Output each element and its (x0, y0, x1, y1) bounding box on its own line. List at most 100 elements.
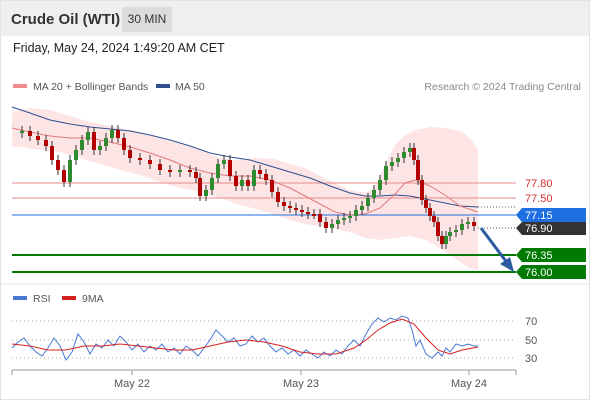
candle-body (348, 216, 352, 218)
pivot-tag (516, 208, 586, 222)
last-price-tag (516, 222, 586, 235)
candle-body (454, 230, 458, 232)
level-label-76-90: 76.90 (525, 223, 553, 235)
candle-body (246, 180, 250, 186)
ma20-legend-swatch (13, 84, 27, 88)
candle-body (408, 148, 412, 152)
candle-body (20, 131, 24, 133)
candle-body (116, 130, 120, 138)
candle-body (288, 206, 292, 208)
x-label-may22: May 22 (114, 378, 150, 390)
candle-body (36, 136, 40, 140)
candle-body (74, 150, 78, 160)
instrument-title: Crude Oil (WTI) (11, 11, 121, 28)
candle-body (128, 150, 132, 158)
candle-body (312, 214, 316, 216)
candle-body (270, 180, 274, 192)
rsi-ma-legend-swatch (62, 296, 76, 300)
candle-body (300, 210, 304, 212)
candle-body (466, 222, 470, 224)
candle-body (258, 170, 262, 174)
x-label-may24: May 24 (451, 378, 487, 390)
candle-body (412, 148, 416, 160)
candle-body (416, 160, 420, 180)
bollinger-band (12, 108, 478, 270)
candle-body (148, 160, 152, 164)
candle-body (28, 131, 32, 136)
candle-body (86, 132, 90, 140)
forecast-arrow-line (479, 227, 510, 265)
rsi-line (11, 315, 478, 361)
rsi-legend-label: RSI (33, 293, 51, 305)
candle-body (432, 216, 436, 222)
ma20-legend-label: MA 20 + Bollinger Bands (33, 81, 148, 93)
support-tag-2 (516, 265, 586, 279)
rsi-label-30: 30 (525, 353, 537, 365)
candle-body (384, 166, 388, 180)
candle-body (460, 224, 464, 230)
candle-body (366, 198, 370, 206)
candle-body (92, 132, 96, 150)
level-label-76-00: 76.00 (525, 267, 553, 279)
candle-body (436, 222, 440, 236)
candle-body (420, 180, 424, 200)
candle-body (204, 190, 208, 196)
candle-body (448, 232, 452, 236)
candle-body (264, 174, 268, 180)
candle-body (168, 170, 172, 172)
candle-body (306, 212, 310, 214)
candle-body (198, 178, 202, 196)
candle-body (210, 178, 214, 190)
candle-body (390, 162, 394, 166)
candle-body (56, 160, 60, 170)
candle-body (158, 164, 162, 170)
rsi-ma-line (11, 318, 479, 355)
candle-body (104, 138, 108, 146)
level-label-77-15: 77.15 (525, 210, 553, 222)
candle-body (234, 176, 238, 186)
candle-body (80, 140, 84, 150)
header-bar: Crude Oil (WTI) 30 MIN (1, 1, 589, 36)
ma50-legend-swatch (156, 84, 170, 88)
level-label-77-50: 77.50 (525, 193, 553, 205)
credit-text: Research © 2024 Trading Central (424, 81, 581, 93)
timeframe-button[interactable]: 30 MIN (122, 7, 172, 32)
candle-body (428, 208, 432, 216)
candle-body (98, 146, 102, 150)
candle-body (424, 200, 428, 208)
timestamp: Friday, May 24, 2024 1:49:20 AM CET (13, 41, 225, 55)
ma50-line (11, 106, 479, 208)
rsi-label-70: 70 (525, 316, 537, 328)
candle-body (378, 180, 382, 190)
candle-body (62, 170, 66, 182)
candle-body (44, 140, 48, 146)
candle-body (330, 224, 334, 228)
ma50-legend-label: MA 50 (175, 81, 205, 93)
price-candles (20, 125, 476, 249)
candle-body (252, 170, 256, 186)
candle-body (444, 236, 448, 244)
candle-body (194, 172, 198, 178)
candle-body (360, 206, 364, 210)
candle-body (294, 208, 298, 210)
candle-body (342, 218, 346, 220)
candle-body (110, 130, 114, 138)
candle-body (472, 222, 476, 226)
candle-body (402, 152, 406, 158)
candle-body (324, 222, 328, 228)
candle-body (188, 170, 192, 172)
support-tag-1 (516, 248, 586, 262)
level-label-77-80: 77.80 (525, 178, 553, 190)
candle-body (240, 180, 244, 186)
candle-body (216, 164, 220, 178)
candle-body (396, 158, 400, 162)
level-label-76-35: 76.35 (525, 250, 553, 262)
rsi-label-50: 50 (525, 335, 537, 347)
ma20-line (11, 127, 479, 216)
forecast-arrow-head (500, 257, 514, 272)
candle-body (318, 214, 322, 222)
candle-body (372, 190, 376, 198)
candle-body (222, 160, 226, 164)
candle-body (276, 192, 280, 202)
rsi-legend-swatch (13, 296, 27, 300)
